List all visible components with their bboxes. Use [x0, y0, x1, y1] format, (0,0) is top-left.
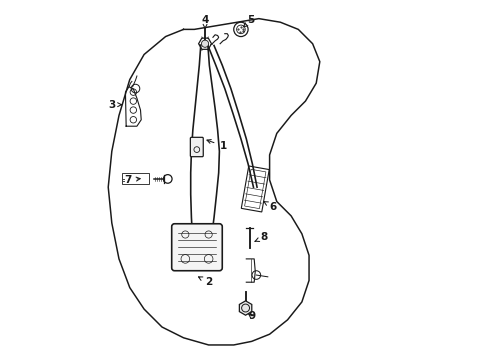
Text: 8: 8 [254, 232, 267, 242]
Text: 9: 9 [247, 311, 255, 321]
Text: 5: 5 [243, 15, 254, 27]
Polygon shape [239, 301, 251, 315]
Text: 3: 3 [108, 100, 122, 110]
FancyBboxPatch shape [190, 137, 203, 157]
FancyBboxPatch shape [171, 224, 222, 271]
Text: 4: 4 [201, 15, 208, 28]
Text: 1: 1 [206, 140, 226, 151]
Text: 6: 6 [264, 202, 276, 212]
Text: 2: 2 [198, 277, 212, 287]
Circle shape [201, 40, 208, 47]
Text: 7: 7 [124, 175, 140, 185]
